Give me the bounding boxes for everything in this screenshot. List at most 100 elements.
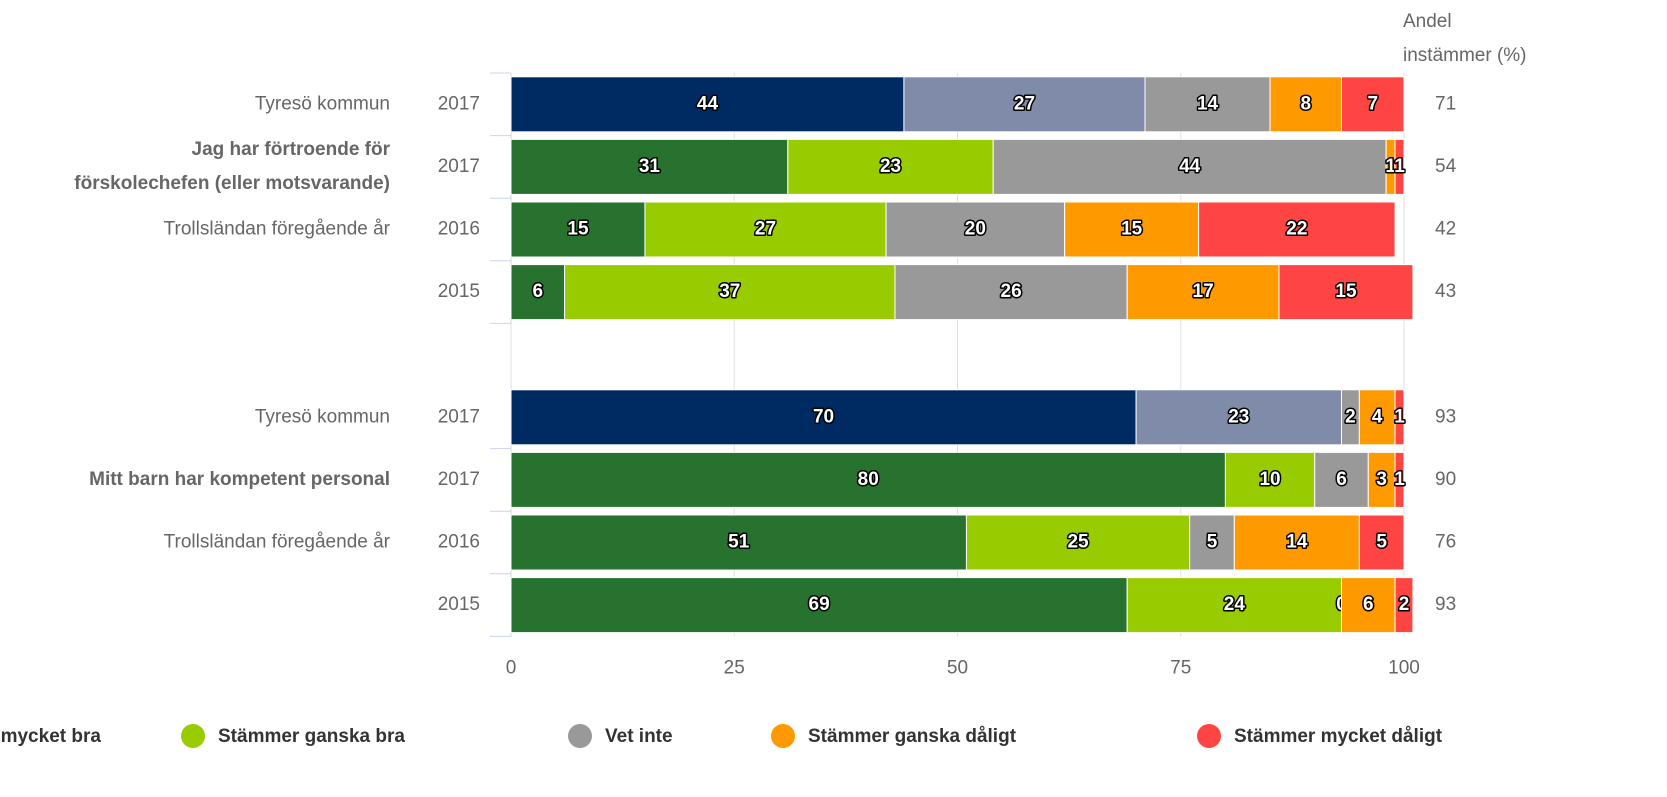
value-label: 80 (858, 469, 879, 490)
total-label: 90 (1435, 469, 1456, 490)
value-label: 44 (697, 93, 719, 114)
bar-segment (1358, 514, 1405, 571)
value-label: 44 (1179, 156, 1201, 177)
bar-segment (510, 577, 1128, 634)
value-label: 23 (880, 156, 901, 177)
legend-marker (181, 724, 205, 748)
year-label: 2017 (438, 469, 480, 490)
bar-segment (965, 514, 1191, 571)
bar-segment (1278, 264, 1414, 321)
bar-segment (903, 76, 1146, 133)
value-label: 27 (1014, 93, 1035, 114)
bar-segment (510, 514, 967, 571)
year-label: 2016 (438, 219, 480, 240)
total-label: 76 (1435, 532, 1456, 553)
value-label: 5 (1207, 532, 1218, 553)
legend-label: Stämmer ganska bra (218, 726, 405, 747)
value-label: 2 (1345, 406, 1356, 427)
year-label: 2016 (438, 532, 480, 553)
value-label: 6 (1336, 469, 1347, 490)
year-label: 2017 (438, 156, 480, 177)
value-label: 1 (1394, 469, 1405, 490)
legend-marker (771, 724, 795, 748)
legend-label: Stämmer ganska dåligt (808, 726, 1017, 747)
value-label: 27 (755, 219, 776, 240)
bar-segment (510, 264, 566, 321)
value-label: 6 (533, 281, 544, 302)
bar-segment (1144, 76, 1271, 133)
legend-marker (568, 724, 592, 748)
row-label: Trollsländan föregående år (164, 532, 391, 553)
bar-segment (1394, 138, 1405, 195)
bar-segment (894, 264, 1128, 321)
year-label: 2015 (438, 594, 480, 615)
x-tick-label: 50 (947, 657, 968, 678)
x-tick-label: 0 (506, 657, 517, 678)
value-label: 15 (567, 219, 589, 240)
value-label: 26 (1001, 281, 1022, 302)
value-label: 14 (1286, 532, 1308, 553)
bar-segment (1394, 577, 1414, 634)
total-label: 54 (1435, 156, 1457, 177)
value-label: 31 (639, 156, 661, 177)
value-label: 37 (719, 281, 740, 302)
total-label: 42 (1435, 219, 1456, 240)
x-tick-label: 100 (1388, 657, 1420, 678)
value-label: 10 (1259, 469, 1280, 490)
year-label: 2015 (438, 281, 480, 302)
value-label: 51 (728, 532, 750, 553)
total-label: 93 (1435, 406, 1456, 427)
bar-segment (1340, 577, 1396, 634)
value-label: 25 (1067, 532, 1089, 553)
bar-segment (1269, 76, 1342, 133)
bar-segment (1198, 201, 1396, 258)
value-label: 1 (1385, 156, 1396, 177)
totals-title: Andel instämmer (%) (1403, 11, 1527, 66)
year-label: 2017 (438, 93, 480, 114)
bar-segment (1394, 389, 1405, 446)
bar-segment (1224, 451, 1316, 508)
x-tick-label: 75 (1170, 657, 1191, 678)
bar-segment (1126, 264, 1280, 321)
row-label: Mitt barn har kompetent personal (89, 469, 390, 490)
value-label: 69 (809, 594, 830, 615)
value-label: 14 (1197, 93, 1219, 114)
value-label: 15 (1335, 281, 1357, 302)
row-label: Tyresö kommun (255, 93, 390, 114)
value-label: 22 (1286, 219, 1307, 240)
legend-label: Vet inte (605, 726, 673, 747)
bar-segment (510, 76, 905, 133)
bar-segment (1189, 514, 1235, 571)
bar-segment (1394, 451, 1405, 508)
value-label: 2 (1399, 594, 1410, 615)
row-label: Jag har förtroende för förskolechefen (el… (74, 139, 390, 194)
bar-segment (1135, 389, 1342, 446)
bar-segment (1367, 451, 1396, 508)
value-label: 17 (1193, 281, 1214, 302)
value-label: 1 (1394, 156, 1405, 177)
total-label: 93 (1435, 594, 1456, 615)
value-label: 1 (1394, 406, 1405, 427)
legend-marker (1197, 724, 1221, 748)
bar-segment (644, 201, 887, 258)
bar-segment (1358, 389, 1396, 446)
legend-label: Stämmer mycket dåligt (1234, 726, 1443, 747)
year-label: 2017 (438, 406, 480, 427)
bar-segment (787, 138, 994, 195)
bar-segment (510, 201, 646, 258)
value-label: 24 (1224, 594, 1246, 615)
total-label: 71 (1435, 93, 1456, 114)
value-label: 15 (1121, 219, 1143, 240)
value-label: 5 (1376, 532, 1387, 553)
value-label: 70 (813, 406, 834, 427)
bar-segment (510, 389, 1137, 446)
bar-segment (510, 451, 1226, 508)
row-label: Trollsländan föregående år (164, 219, 391, 240)
bar-segment (564, 264, 896, 321)
x-tick-label: 25 (724, 657, 745, 678)
value-label: 4 (1372, 406, 1383, 427)
value-label: 8 (1300, 93, 1311, 114)
value-label: 7 (1367, 93, 1378, 114)
